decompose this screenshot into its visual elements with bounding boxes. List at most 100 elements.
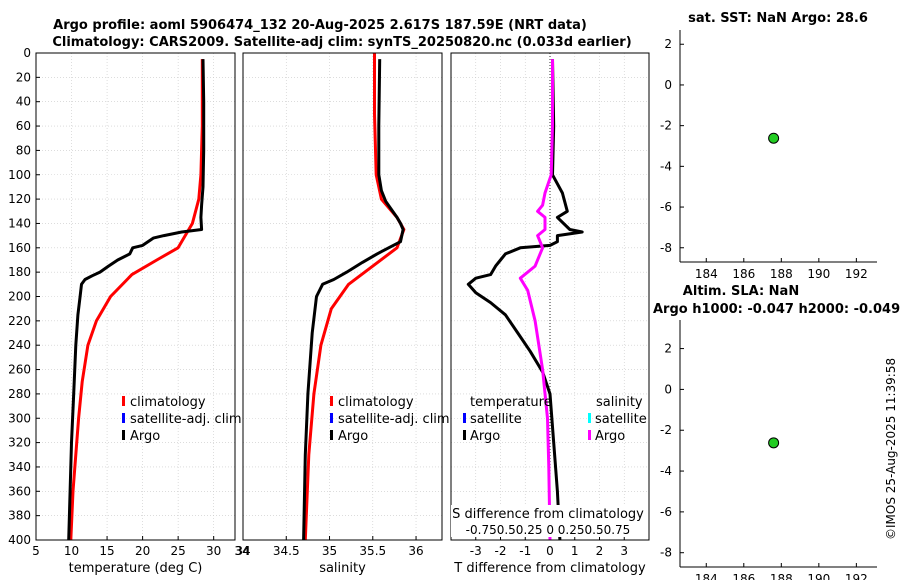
figure-title-line2: Climatology: CARS2009. Satellite-adj cli… [52, 35, 631, 50]
diff-legend-t-mark-0 [463, 413, 466, 423]
temp-ytick-label: 360 [8, 484, 31, 498]
sst-ytick-label: 2 [664, 37, 672, 51]
sla-xtick-label: 192 [845, 572, 868, 580]
sla-ytick-label: 0 [664, 382, 672, 396]
temp-ytick-label: 20 [16, 70, 31, 84]
sal-xtick-label: 34.5 [273, 544, 300, 558]
sal-axes-frame [242, 52, 443, 541]
sst-xtick-label: 192 [845, 267, 868, 281]
temp-ytick-label: 60 [16, 119, 31, 133]
temp-ytick-label: 320 [8, 436, 31, 450]
temp-ytick-label: 120 [8, 192, 31, 206]
temp-ytick-label: 280 [8, 387, 31, 401]
diff-series-t-argo [466, 59, 584, 541]
diff-series-s-argo [518, 59, 554, 541]
temp-legend-label-2: Argo [130, 429, 160, 444]
temp-ytick-label: 260 [8, 363, 31, 377]
temp-legend-mark-0 [122, 396, 125, 406]
temp-xtick-label: 5 [32, 544, 40, 558]
temp-ytick-label: 400 [8, 533, 31, 547]
diff-legend-t-label-0: satellite [470, 412, 522, 427]
sal-legend-label-1: satellite-adj. clim [338, 412, 450, 427]
sal-xtick-label: 34 [234, 544, 249, 558]
temp-legend-label-1: satellite-adj. clim [130, 412, 242, 427]
temp-legend-mark-1 [122, 413, 125, 423]
sst-xtick-label: 190 [807, 267, 830, 281]
temp-ytick-label: 40 [16, 95, 31, 109]
sal-legend-mark-1 [330, 413, 333, 423]
temp-ytick-label: 380 [8, 509, 31, 523]
sla-xtick-label: 188 [770, 572, 793, 580]
sla-ytick-label: -6 [660, 505, 672, 519]
diff-xtick-label: 1 [571, 544, 579, 558]
temp-xlabel: temperature (deg C) [69, 561, 203, 576]
sal-series-argo [302, 59, 405, 541]
temp-ytick-label: 80 [16, 143, 31, 157]
sla-ytick-label: -4 [660, 464, 672, 478]
sst-argo-point [768, 132, 780, 144]
sal-xlabel: salinity [319, 561, 366, 576]
temp-ytick-label: 180 [8, 265, 31, 279]
diff-legend-s-label-1: Argo [595, 429, 625, 444]
sla-ytick-label: -2 [660, 423, 672, 437]
diff-xtick-label: -3 [470, 544, 482, 558]
temp-ytick-label: 200 [8, 290, 31, 304]
temp-xtick-label: 25 [171, 544, 186, 558]
temp-xtick-label: 30 [206, 544, 221, 558]
sst-ytick-label: -8 [660, 241, 672, 255]
temp-legend-label-0: climatology [130, 395, 206, 410]
sst-xtick-label: 186 [732, 267, 755, 281]
diff-xtick-label: -1 [519, 544, 531, 558]
temp-ytick-label: 0 [23, 46, 31, 60]
temp-ytick-label: 160 [8, 241, 31, 255]
temp-ytick-label: 340 [8, 460, 31, 474]
figure-title-line1: Argo profile: aoml 5906474_132 20-Aug-20… [53, 18, 587, 33]
temp-axes-frame [35, 52, 236, 541]
sal-xtick-label: 35 [322, 544, 337, 558]
diff-legend-t-label-1: Argo [470, 429, 500, 444]
diff-x2tick-labels: -0.750.50.25 0 0.250.50.75 [466, 523, 631, 537]
diff-legend-s-mark-1 [588, 430, 591, 440]
sla-subtitle: Argo h1000: -0.047 h2000: -0.049 [653, 302, 900, 317]
temp-ytick-label: 100 [8, 168, 31, 182]
sst-xtick-label: 184 [695, 267, 718, 281]
diff-legend-s-title: salinity [596, 395, 643, 410]
sst-ytick-label: 0 [664, 78, 672, 92]
sal-xtick-label: 35.5 [359, 544, 386, 558]
temp-xtick-label: 15 [99, 544, 114, 558]
diff-legend-s-label-0: satellite [595, 412, 647, 427]
sal-legend-mark-0 [330, 396, 333, 406]
temp-xtick-label: 20 [135, 544, 150, 558]
sla-ytick-label: 2 [664, 342, 672, 356]
diff-legend-s-mark-0 [588, 413, 591, 423]
sla-xtick-label: 184 [695, 572, 718, 580]
sal-legend-mark-2 [330, 430, 333, 440]
temp-series-argo [67, 59, 206, 541]
diff-xlabel: T difference from climatology [453, 561, 646, 576]
temp-ytick-label: 240 [8, 338, 31, 352]
sla-xtick-label: 190 [807, 572, 830, 580]
timestamp-label: ©IMOS 25-Aug-2025 11:39:58 [884, 358, 898, 540]
temp-legend-mark-2 [122, 430, 125, 440]
temp-ytick-label: 140 [8, 216, 31, 230]
diff-legend-t-title: temperature [470, 395, 552, 410]
sla-argo-point [768, 437, 780, 449]
sal-legend-label-2: Argo [338, 429, 368, 444]
sla-ytick-label: -8 [660, 546, 672, 560]
temp-series-climatology [69, 59, 204, 541]
diff-xtick-label: 0 [546, 544, 554, 558]
sst-ytick-label: -6 [660, 200, 672, 214]
temp-ytick-label: 220 [8, 314, 31, 328]
diff-xtick-label: 2 [596, 544, 604, 558]
sst-xtick-label: 188 [770, 267, 793, 281]
sst-ytick-label: -2 [660, 119, 672, 133]
sla-xtick-label: 186 [732, 572, 755, 580]
sal-legend-label-0: climatology [338, 395, 414, 410]
diff-xtick-label: -2 [495, 544, 507, 558]
sla-title: Altim. SLA: NaN [683, 284, 799, 299]
diff-axes-frame [450, 52, 650, 541]
sal-series-climatology [303, 53, 406, 541]
temp-xtick-label: 10 [64, 544, 79, 558]
diff-x2label: S difference from climatology [452, 507, 644, 522]
